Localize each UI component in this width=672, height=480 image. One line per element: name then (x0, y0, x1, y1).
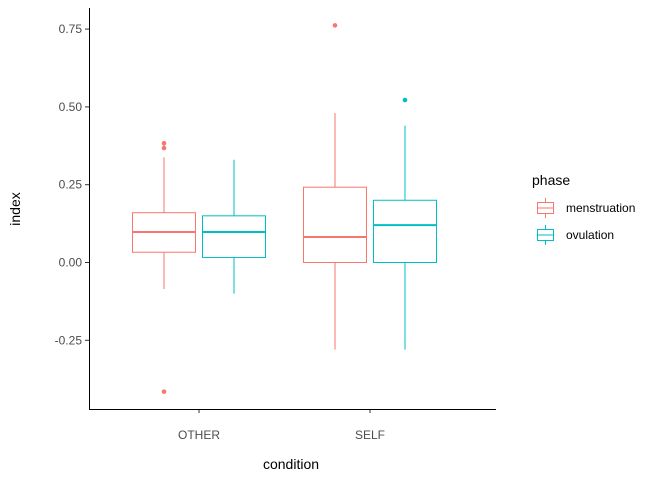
box-menstruation-OTHER (132, 141, 196, 394)
outlier-point (402, 97, 408, 103)
x-tick-label: SELF (355, 428, 385, 442)
box-menstruation-SELF (303, 23, 367, 350)
y-tick-label: 0.75 (59, 22, 83, 36)
outlier-point (161, 145, 167, 151)
box-ovulation-OTHER (202, 159, 266, 294)
iqr-box (303, 186, 367, 264)
legend-title: phase (532, 172, 570, 188)
legend: phase menstruation ovulation (532, 172, 635, 245)
y-tick-label: 0.00 (59, 256, 83, 270)
y-tick-label: 0.25 (59, 178, 83, 192)
x-tick-label: OTHER (178, 428, 220, 442)
legend-label: ovulation (566, 228, 614, 242)
legend-item-ovulation: ovulation (537, 225, 614, 245)
iqr-box (202, 215, 266, 259)
y-tick-label: -0.25 (55, 333, 83, 347)
plot-marks (132, 23, 437, 394)
y-axis-title: index (7, 192, 23, 225)
outlier-point (161, 389, 167, 394)
y-axis-ticks: 0.75 0.50 0.25 0.00 -0.25 (55, 22, 89, 347)
box-ovulation-SELF (373, 97, 437, 350)
outlier-point (332, 23, 338, 28)
x-axis-ticks: OTHER SELF (178, 409, 385, 442)
outlier-point (161, 141, 167, 146)
legend-label: menstruation (566, 201, 635, 215)
iqr-box (373, 199, 437, 263)
y-tick-label: 0.50 (59, 100, 83, 114)
x-axis-title: condition (263, 456, 319, 472)
legend-item-menstruation: menstruation (537, 198, 635, 218)
